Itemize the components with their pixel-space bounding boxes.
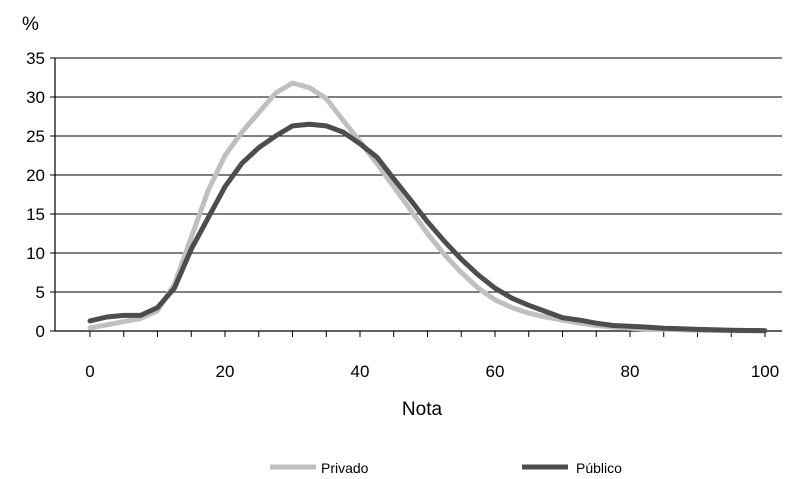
y-tick-label: 15 <box>26 205 45 224</box>
y-axis-title: % <box>22 14 39 35</box>
x-tick-label: 80 <box>621 362 640 381</box>
x-tick-label: 100 <box>751 362 779 381</box>
legend-label: Privado <box>321 460 369 476</box>
x-axis-title: Nota <box>402 399 443 420</box>
y-tick-label: 10 <box>26 244 45 263</box>
y-tick-label: 20 <box>26 166 45 185</box>
y-tick-label: 25 <box>26 127 45 146</box>
series-line-privado <box>87 80 768 334</box>
y-tick-label: 0 <box>36 322 45 341</box>
axes <box>54 58 782 332</box>
y-tick-label: 35 <box>26 49 45 68</box>
y-tick-label: 5 <box>36 283 45 302</box>
legend: Privado Público <box>270 460 622 476</box>
x-tick-label: 60 <box>486 362 505 381</box>
legend-label: Público <box>576 460 622 476</box>
x-ticks: 0 20 40 60 80 100 <box>85 331 779 381</box>
y-ticks: 0 5 10 15 20 25 30 35 <box>26 49 55 341</box>
y-tick-label: 30 <box>26 88 45 107</box>
x-tick-label: 0 <box>85 362 94 381</box>
x-tick-label: 40 <box>351 362 370 381</box>
x-tick-label: 20 <box>216 362 235 381</box>
gridlines <box>55 57 782 293</box>
series-lines <box>87 80 768 334</box>
series-line-pblico <box>87 121 768 334</box>
